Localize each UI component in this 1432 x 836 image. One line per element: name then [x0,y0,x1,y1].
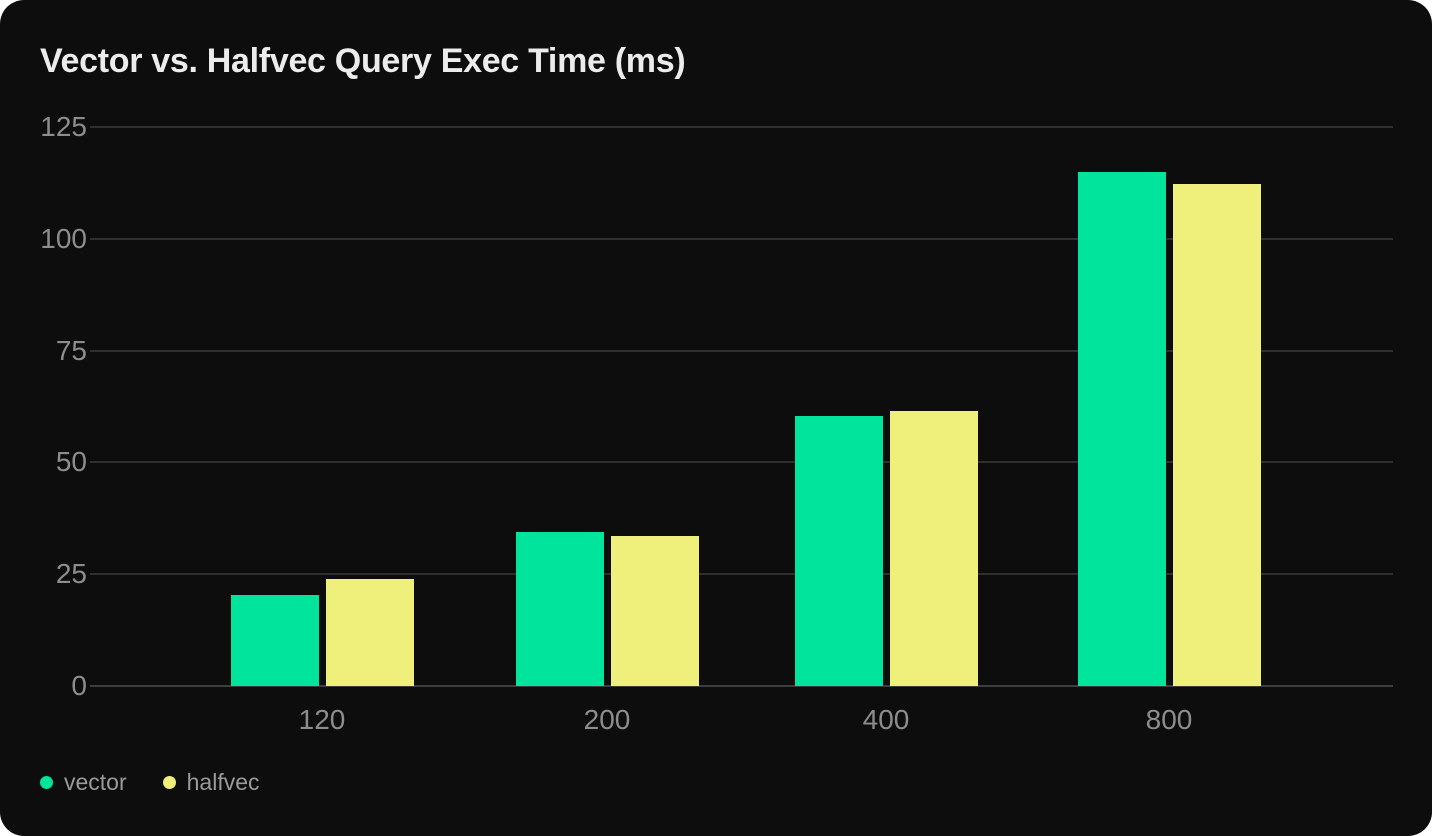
x-axis-category-label: 800 [1145,704,1193,735]
grid-line [90,126,1393,128]
y-axis-tick-label: 50 [55,446,87,478]
grid-line [90,237,1393,240]
bar-vector-120[interactable] [230,594,319,686]
bar-vector-800[interactable] [1077,172,1166,686]
bar-vector-400[interactable] [794,415,883,686]
y-axis-tick-label: 100 [40,222,87,254]
legend-item-vector[interactable]: vector [40,769,127,796]
bar-halfvec-200[interactable] [610,535,699,686]
y-axis-tick-label: 25 [55,558,87,590]
grid-line [90,349,1393,352]
y-axis-tick-label: 0 [71,670,87,701]
bar-halfvec-400[interactable] [889,410,978,686]
grid-line [90,573,1393,576]
bar-halfvec-120[interactable] [325,579,414,686]
x-axis-category-label: 400 [862,704,910,735]
legend: vector halfvec [40,769,260,796]
legend-label: halfvec [186,769,260,795]
chart-title: Vector vs. Halfvec Query Exec Time (ms) [40,42,686,80]
legend-item-halfvec[interactable]: halfvec [162,769,260,796]
legend-label: vector [64,769,127,795]
legend-dot-icon [40,776,53,789]
y-axis-tick-label: 75 [55,334,87,366]
y-axis-tick-label: 125 [40,111,87,142]
x-axis-category-label: 200 [583,704,631,735]
grid-line [90,685,1393,687]
bar-vector-200[interactable] [515,531,604,686]
grid-line [90,461,1393,464]
bar-halfvec-800[interactable] [1172,183,1261,686]
x-axis-category-label: 120 [298,704,346,735]
legend-dot-icon [162,776,176,789]
